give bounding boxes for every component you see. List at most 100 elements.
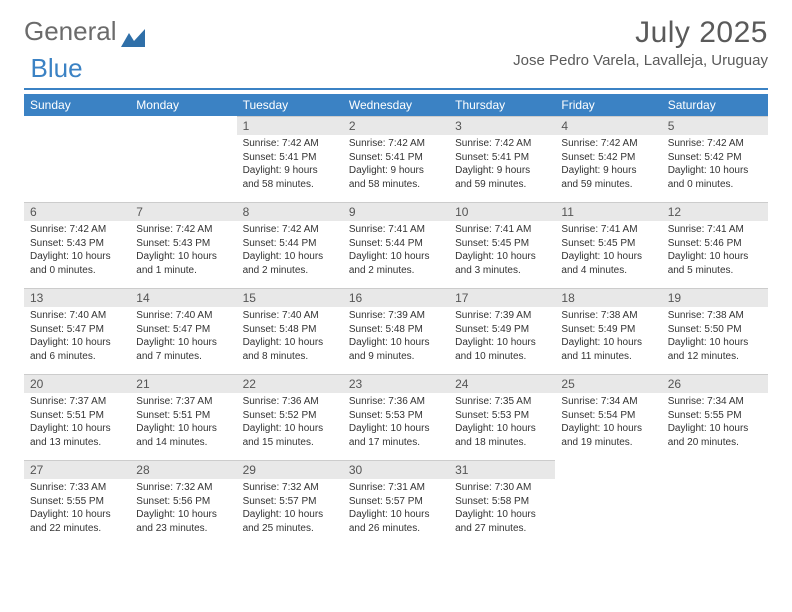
title-block: July 2025 Jose Pedro Varela, Lavalleja, … — [513, 16, 768, 69]
day-number: 17 — [449, 288, 555, 307]
calendar-cell — [662, 460, 768, 546]
daylight-line: Daylight: 10 hours and 2 minutes. — [243, 250, 337, 277]
day-details: Sunrise: 7:42 AMSunset: 5:42 PMDaylight:… — [662, 135, 768, 195]
weekday-header: Saturday — [662, 94, 768, 116]
day-details: Sunrise: 7:33 AMSunset: 5:55 PMDaylight:… — [24, 479, 130, 539]
sunrise-line: Sunrise: 7:42 AM — [668, 137, 762, 151]
day-details: Sunrise: 7:30 AMSunset: 5:58 PMDaylight:… — [449, 479, 555, 539]
weekday-header-row: Sunday Monday Tuesday Wednesday Thursday… — [24, 94, 768, 116]
sunset-line: Sunset: 5:48 PM — [349, 323, 443, 337]
daylight-line: Daylight: 10 hours and 8 minutes. — [243, 336, 337, 363]
day-number: 22 — [237, 374, 343, 393]
daylight-line: Daylight: 9 hours and 58 minutes. — [349, 164, 443, 191]
day-number: 4 — [555, 116, 661, 135]
sunset-line: Sunset: 5:53 PM — [349, 409, 443, 423]
calendar-week-row: 20Sunrise: 7:37 AMSunset: 5:51 PMDayligh… — [24, 374, 768, 460]
empty-day — [24, 116, 130, 134]
daylight-line: Daylight: 10 hours and 23 minutes. — [136, 508, 230, 535]
day-details: Sunrise: 7:36 AMSunset: 5:52 PMDaylight:… — [237, 393, 343, 453]
sunrise-line: Sunrise: 7:37 AM — [30, 395, 124, 409]
sunset-line: Sunset: 5:44 PM — [349, 237, 443, 251]
logo: General — [24, 16, 147, 47]
daylight-line: Daylight: 10 hours and 13 minutes. — [30, 422, 124, 449]
sunrise-line: Sunrise: 7:35 AM — [455, 395, 549, 409]
sunset-line: Sunset: 5:45 PM — [455, 237, 549, 251]
day-details: Sunrise: 7:40 AMSunset: 5:47 PMDaylight:… — [130, 307, 236, 367]
day-details: Sunrise: 7:39 AMSunset: 5:48 PMDaylight:… — [343, 307, 449, 367]
day-number: 27 — [24, 460, 130, 479]
sunrise-line: Sunrise: 7:42 AM — [30, 223, 124, 237]
sunset-line: Sunset: 5:53 PM — [455, 409, 549, 423]
sunrise-line: Sunrise: 7:39 AM — [455, 309, 549, 323]
day-details: Sunrise: 7:39 AMSunset: 5:49 PMDaylight:… — [449, 307, 555, 367]
daylight-line: Daylight: 10 hours and 9 minutes. — [349, 336, 443, 363]
empty-day — [662, 460, 768, 478]
day-number: 3 — [449, 116, 555, 135]
calendar-cell: 13Sunrise: 7:40 AMSunset: 5:47 PMDayligh… — [24, 288, 130, 374]
sunrise-line: Sunrise: 7:38 AM — [561, 309, 655, 323]
day-number: 1 — [237, 116, 343, 135]
sunrise-line: Sunrise: 7:31 AM — [349, 481, 443, 495]
day-details: Sunrise: 7:42 AMSunset: 5:43 PMDaylight:… — [24, 221, 130, 281]
daylight-line: Daylight: 10 hours and 0 minutes. — [30, 250, 124, 277]
day-number: 18 — [555, 288, 661, 307]
sunrise-line: Sunrise: 7:41 AM — [561, 223, 655, 237]
daylight-line: Daylight: 10 hours and 1 minute. — [136, 250, 230, 277]
day-number: 2 — [343, 116, 449, 135]
day-number: 28 — [130, 460, 236, 479]
daylight-line: Daylight: 10 hours and 11 minutes. — [561, 336, 655, 363]
sunrise-line: Sunrise: 7:34 AM — [668, 395, 762, 409]
calendar-cell: 28Sunrise: 7:32 AMSunset: 5:56 PMDayligh… — [130, 460, 236, 546]
daylight-line: Daylight: 10 hours and 25 minutes. — [243, 508, 337, 535]
sunset-line: Sunset: 5:49 PM — [561, 323, 655, 337]
sunset-line: Sunset: 5:43 PM — [30, 237, 124, 251]
day-number: 16 — [343, 288, 449, 307]
calendar-cell: 15Sunrise: 7:40 AMSunset: 5:48 PMDayligh… — [237, 288, 343, 374]
day-details: Sunrise: 7:40 AMSunset: 5:47 PMDaylight:… — [24, 307, 130, 367]
calendar-cell: 14Sunrise: 7:40 AMSunset: 5:47 PMDayligh… — [130, 288, 236, 374]
day-number: 13 — [24, 288, 130, 307]
calendar-cell: 6Sunrise: 7:42 AMSunset: 5:43 PMDaylight… — [24, 202, 130, 288]
daylight-line: Daylight: 10 hours and 10 minutes. — [455, 336, 549, 363]
day-details: Sunrise: 7:36 AMSunset: 5:53 PMDaylight:… — [343, 393, 449, 453]
calendar-week-row: 27Sunrise: 7:33 AMSunset: 5:55 PMDayligh… — [24, 460, 768, 546]
calendar-cell: 3Sunrise: 7:42 AMSunset: 5:41 PMDaylight… — [449, 116, 555, 202]
month-title: July 2025 — [513, 16, 768, 50]
calendar-week-row: 6Sunrise: 7:42 AMSunset: 5:43 PMDaylight… — [24, 202, 768, 288]
day-details: Sunrise: 7:41 AMSunset: 5:45 PMDaylight:… — [555, 221, 661, 281]
sunset-line: Sunset: 5:51 PM — [136, 409, 230, 423]
day-details: Sunrise: 7:41 AMSunset: 5:45 PMDaylight:… — [449, 221, 555, 281]
calendar-week-row: 1Sunrise: 7:42 AMSunset: 5:41 PMDaylight… — [24, 116, 768, 202]
logo-text-1: General — [24, 16, 117, 47]
calendar-cell: 10Sunrise: 7:41 AMSunset: 5:45 PMDayligh… — [449, 202, 555, 288]
calendar-cell: 26Sunrise: 7:34 AMSunset: 5:55 PMDayligh… — [662, 374, 768, 460]
sunset-line: Sunset: 5:52 PM — [243, 409, 337, 423]
sunset-line: Sunset: 5:57 PM — [349, 495, 443, 509]
daylight-line: Daylight: 10 hours and 19 minutes. — [561, 422, 655, 449]
day-details: Sunrise: 7:42 AMSunset: 5:44 PMDaylight:… — [237, 221, 343, 281]
day-number: 11 — [555, 202, 661, 221]
calendar-table: Sunday Monday Tuesday Wednesday Thursday… — [24, 94, 768, 546]
sunrise-line: Sunrise: 7:39 AM — [349, 309, 443, 323]
sunrise-line: Sunrise: 7:40 AM — [136, 309, 230, 323]
calendar-cell: 7Sunrise: 7:42 AMSunset: 5:43 PMDaylight… — [130, 202, 236, 288]
header-divider — [24, 88, 768, 90]
day-details: Sunrise: 7:41 AMSunset: 5:44 PMDaylight:… — [343, 221, 449, 281]
day-number: 5 — [662, 116, 768, 135]
sunset-line: Sunset: 5:55 PM — [30, 495, 124, 509]
calendar-cell: 16Sunrise: 7:39 AMSunset: 5:48 PMDayligh… — [343, 288, 449, 374]
calendar-cell: 25Sunrise: 7:34 AMSunset: 5:54 PMDayligh… — [555, 374, 661, 460]
calendar-cell: 21Sunrise: 7:37 AMSunset: 5:51 PMDayligh… — [130, 374, 236, 460]
daylight-line: Daylight: 10 hours and 7 minutes. — [136, 336, 230, 363]
daylight-line: Daylight: 10 hours and 5 minutes. — [668, 250, 762, 277]
daylight-line: Daylight: 10 hours and 18 minutes. — [455, 422, 549, 449]
day-number: 9 — [343, 202, 449, 221]
day-details: Sunrise: 7:42 AMSunset: 5:43 PMDaylight:… — [130, 221, 236, 281]
calendar-body: 1Sunrise: 7:42 AMSunset: 5:41 PMDaylight… — [24, 116, 768, 546]
sunrise-line: Sunrise: 7:32 AM — [136, 481, 230, 495]
calendar-week-row: 13Sunrise: 7:40 AMSunset: 5:47 PMDayligh… — [24, 288, 768, 374]
day-details: Sunrise: 7:32 AMSunset: 5:57 PMDaylight:… — [237, 479, 343, 539]
weekday-header: Thursday — [449, 94, 555, 116]
day-details: Sunrise: 7:42 AMSunset: 5:42 PMDaylight:… — [555, 135, 661, 195]
weekday-header: Wednesday — [343, 94, 449, 116]
